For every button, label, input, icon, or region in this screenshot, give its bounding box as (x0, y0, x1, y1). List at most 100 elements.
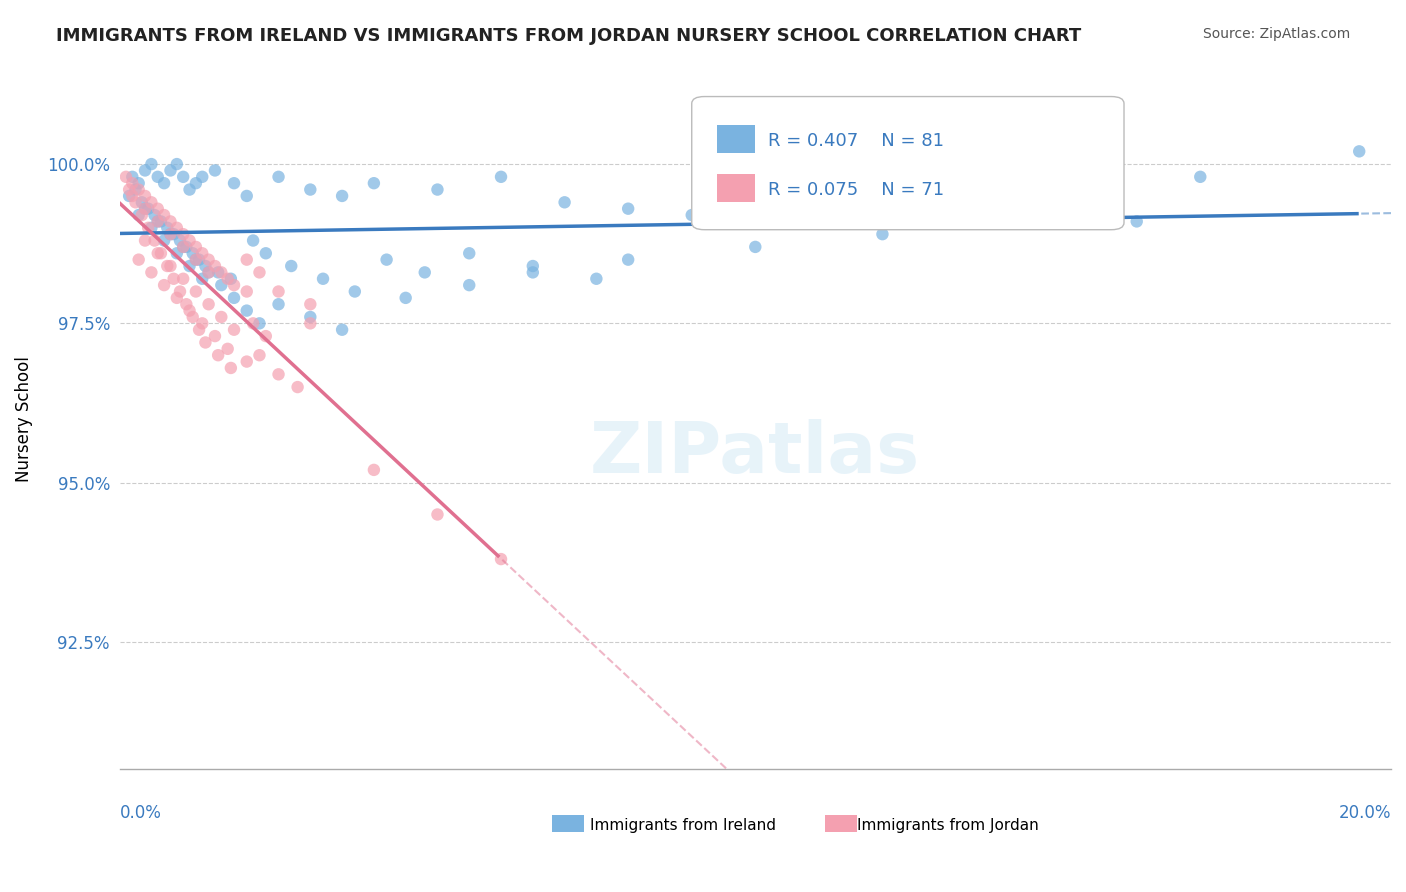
Point (153, 208, 176, 222)
Point (121, 176, 143, 190)
Point (617, 252, 640, 267)
Point (872, 183, 894, 197)
Point (235, 189, 257, 203)
Y-axis label: Nursery School: Nursery School (15, 356, 32, 482)
Point (172, 272, 194, 286)
Point (299, 317, 322, 331)
Point (998, 195, 1021, 210)
Point (222, 278, 245, 293)
Point (267, 297, 290, 311)
Point (172, 227, 194, 242)
Point (163, 227, 186, 242)
Point (143, 208, 166, 222)
Text: Source: ZipAtlas.com: Source: ZipAtlas.com (1202, 27, 1350, 41)
Point (744, 189, 766, 203)
Point (134, 202, 156, 216)
Point (146, 169, 169, 184)
Text: R = 0.075    N = 71: R = 0.075 N = 71 (768, 181, 945, 199)
Point (184, 252, 207, 267)
Point (204, 329, 226, 343)
Point (617, 202, 640, 216)
Point (554, 195, 576, 210)
Point (124, 195, 146, 210)
Point (141, 157, 163, 171)
Point (585, 272, 607, 286)
Point (136, 202, 159, 216)
Point (179, 303, 201, 318)
Text: IMMIGRANTS FROM IRELAND VS IMMIGRANTS FROM JORDAN NURSERY SCHOOL CORRELATION CHA: IMMIGRANTS FROM IRELAND VS IMMIGRANTS FR… (56, 27, 1081, 45)
Point (172, 240, 194, 254)
Point (209, 310, 232, 324)
Point (184, 240, 207, 254)
Point (124, 183, 146, 197)
Point (184, 252, 207, 267)
Point (134, 202, 156, 216)
Point (118, 183, 141, 197)
Point (209, 278, 232, 293)
Point (128, 183, 150, 197)
Point (197, 265, 219, 279)
Point (118, 189, 141, 203)
Point (172, 240, 194, 254)
Point (181, 246, 204, 260)
Point (179, 234, 201, 248)
Bar (717, 174, 755, 202)
Point (176, 297, 198, 311)
Point (153, 234, 176, 248)
Point (267, 285, 290, 299)
Point (267, 169, 290, 184)
Point (128, 208, 150, 222)
Point (249, 265, 271, 279)
Point (163, 272, 186, 286)
Point (166, 220, 188, 235)
Point (153, 176, 176, 190)
Point (121, 169, 143, 184)
FancyBboxPatch shape (692, 96, 1123, 230)
Point (179, 259, 201, 273)
Text: R = 0.407    N = 81: R = 0.407 N = 81 (768, 132, 943, 150)
Point (242, 234, 264, 248)
Point (299, 183, 322, 197)
Point (115, 169, 138, 184)
Point (744, 240, 766, 254)
Point (121, 189, 143, 203)
Point (143, 234, 166, 248)
Point (254, 246, 277, 260)
Point (146, 246, 169, 260)
Point (217, 342, 239, 356)
Point (194, 335, 217, 350)
Point (242, 317, 264, 331)
Point (146, 214, 169, 228)
Point (1062, 202, 1084, 216)
Point (1348, 145, 1371, 159)
Point (217, 272, 239, 286)
Point (375, 252, 398, 267)
Point (153, 278, 176, 293)
Point (197, 265, 219, 279)
Point (166, 246, 188, 260)
Point (343, 285, 366, 299)
Point (191, 272, 214, 286)
Point (219, 272, 242, 286)
Point (363, 463, 385, 477)
Point (280, 259, 302, 273)
Point (522, 259, 544, 273)
Point (134, 189, 156, 203)
Point (169, 234, 191, 248)
Point (169, 285, 191, 299)
Point (872, 227, 894, 242)
Bar (553, 815, 583, 832)
Point (235, 252, 257, 267)
Point (159, 227, 181, 242)
Point (172, 169, 194, 184)
Point (141, 265, 163, 279)
Point (235, 303, 257, 318)
Point (209, 265, 232, 279)
Point (413, 265, 436, 279)
Point (489, 169, 512, 184)
Point (141, 195, 163, 210)
Point (204, 259, 226, 273)
Point (176, 240, 198, 254)
Point (204, 163, 226, 178)
Point (197, 297, 219, 311)
